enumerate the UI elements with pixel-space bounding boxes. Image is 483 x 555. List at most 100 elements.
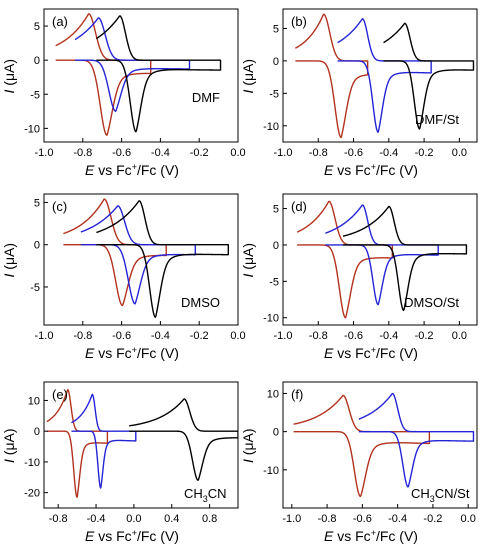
- y-axis-label-part: A): [1, 243, 17, 257]
- series-blue-curve: [74, 17, 191, 112]
- x-tick-label: 0.0: [461, 513, 476, 525]
- y-tick-label: -5: [269, 88, 279, 100]
- x-axis-label-part: /Fc (V): [376, 528, 418, 544]
- panel-label: (a): [52, 14, 68, 29]
- y-tick-label: 0: [273, 240, 279, 252]
- y-axis-label-part: μ: [1, 442, 17, 450]
- x-tick-label: -1.0: [35, 147, 54, 159]
- x-axis-label-part: +: [132, 345, 137, 355]
- x-tick-label: -0.6: [353, 513, 372, 525]
- x-tick-label: -1.0: [35, 330, 54, 342]
- x-tick-label: -1.0: [282, 513, 301, 525]
- cv-panel-c: -1.0 -0.8 -0.6 -0.4 -0.2 0.0 -5 0 5 (c) DMSO E vs F…: [1, 193, 246, 361]
- solvent-annotation: DMSO: [181, 295, 220, 310]
- y-axis-label-part: (: [240, 450, 256, 459]
- series-black-curve: [383, 22, 475, 130]
- x-axis-label-part: +: [371, 162, 376, 172]
- cv-panel-a: -1.0 -0.8 -0.6 -0.4 -0.2 0.0 -10 -5 0 5 (a) DMF E vs…: [1, 8, 246, 178]
- series-blue-curve: [337, 18, 432, 133]
- x-tick-label: -0.4: [379, 330, 398, 342]
- x-tick-label: -0.8: [309, 147, 328, 159]
- x-axis-label-part: vs Fc: [94, 162, 131, 178]
- y-axis-label: I (μA): [1, 59, 17, 94]
- x-axis-label-part: /Fc (V): [376, 162, 418, 178]
- solvent-annotation-part: 3: [203, 494, 208, 504]
- x-axis-label-part: vs Fc: [94, 345, 131, 361]
- y-tick-label: 5: [273, 23, 279, 35]
- y-tick-label: -5: [30, 89, 40, 101]
- solvent-annotation-part: CN: [208, 486, 227, 501]
- series-red-curve: [63, 198, 167, 307]
- x-axis-label-part: vs Fc: [94, 528, 131, 544]
- x-axis-label-part: vs Fc: [333, 345, 370, 361]
- y-axis-label-part: I: [240, 274, 256, 278]
- cv-panel-e: -0.8 -0.4 0.0 0.4 0.8 -20 -10 0 10 (e) CH3CN E vs F…: [1, 381, 239, 544]
- x-tick-label: -0.2: [415, 330, 434, 342]
- x-axis-label-part: E: [324, 528, 334, 544]
- y-axis-label-group: I (μA): [1, 428, 17, 463]
- y-axis-label-part: (: [1, 265, 17, 274]
- x-tick-label: -0.2: [415, 147, 434, 159]
- y-axis-label: I (μA): [240, 59, 256, 94]
- y-axis-label-part: (: [240, 265, 256, 274]
- y-tick-label: -10: [24, 123, 40, 135]
- x-tick-label: -0.4: [87, 513, 106, 525]
- y-tick-label: -20: [24, 488, 40, 500]
- x-tick-label: 0.0: [230, 330, 245, 342]
- y-axis-label-part: I: [1, 90, 17, 94]
- x-axis-label-part: E: [324, 162, 334, 178]
- series-blue-curve: [358, 392, 475, 488]
- cv-panel-b: -1.0 -0.8 -0.6 -0.4 -0.2 0.0 -10 -5 0 5 (b) DMF/St E…: [240, 8, 478, 178]
- x-tick-label: -0.2: [190, 147, 209, 159]
- x-tick-label: -0.6: [112, 147, 131, 159]
- x-tick-label: -0.8: [73, 330, 92, 342]
- y-tick-label: 5: [34, 21, 40, 33]
- plot-frame: [43, 8, 239, 143]
- x-axis-label-part: /Fc (V): [137, 345, 179, 361]
- x-tick-label: -0.8: [318, 513, 337, 525]
- x-tick-label: -1.0: [274, 147, 293, 159]
- solvent-annotation: CH3CN/St: [411, 486, 470, 504]
- y-axis-label: I (μA): [1, 428, 17, 463]
- x-tick-label: -0.6: [344, 330, 363, 342]
- y-tick-label: 0: [273, 427, 279, 439]
- series-black-curve: [342, 205, 468, 312]
- y-axis-label-part: A): [240, 428, 256, 442]
- series-black-curve: [95, 15, 222, 133]
- y-axis-label-part: μ: [240, 442, 256, 450]
- x-axis-label-part: +: [132, 528, 137, 538]
- x-axis-label: E vs Fc+/Fc (V): [85, 345, 179, 361]
- x-axis-label-part: vs Fc: [333, 162, 370, 178]
- x-axis-label-part: +: [371, 345, 376, 355]
- series-blue-curve: [325, 204, 439, 306]
- x-tick-label: 0.0: [230, 147, 245, 159]
- panel-label: (c): [52, 199, 67, 214]
- y-axis-label: I (μA): [240, 428, 256, 463]
- y-tick-label: 10: [28, 395, 40, 407]
- y-tick-label: -10: [263, 313, 279, 325]
- x-tick-label: -0.8: [49, 513, 68, 525]
- solvent-annotation: DMF/St: [415, 112, 459, 127]
- y-tick-label: 5: [34, 197, 40, 209]
- solvent-annotation: DMF: [192, 90, 220, 105]
- x-tick-label: -1.0: [274, 330, 293, 342]
- y-axis-label-part: μ: [240, 257, 256, 265]
- y-tick-label: 0: [34, 55, 40, 67]
- y-tick-label: -5: [30, 282, 40, 294]
- y-axis-label-group: I (μA): [240, 243, 256, 278]
- cv-panel-f: -1.0 -0.8 -0.6 -0.4 -0.2 0.0 -10 0 10 (f) CH3CN/St…: [240, 381, 478, 544]
- x-tick-label: 0.0: [452, 147, 467, 159]
- series-black-curve: [96, 200, 229, 318]
- x-axis-label: E vs Fc+/Fc (V): [85, 162, 179, 178]
- y-axis-label-part: A): [240, 59, 256, 73]
- x-axis-label-part: +: [371, 528, 376, 538]
- x-tick-label: -0.8: [309, 330, 328, 342]
- y-axis-label-part: I: [1, 459, 17, 463]
- x-axis-label-part: E: [85, 345, 95, 361]
- y-tick-label: -5: [269, 276, 279, 288]
- panel-label: (b): [291, 14, 307, 29]
- x-axis-label-part: E: [324, 345, 334, 361]
- y-axis-label-part: A): [1, 59, 17, 73]
- y-tick-label: 5: [273, 204, 279, 216]
